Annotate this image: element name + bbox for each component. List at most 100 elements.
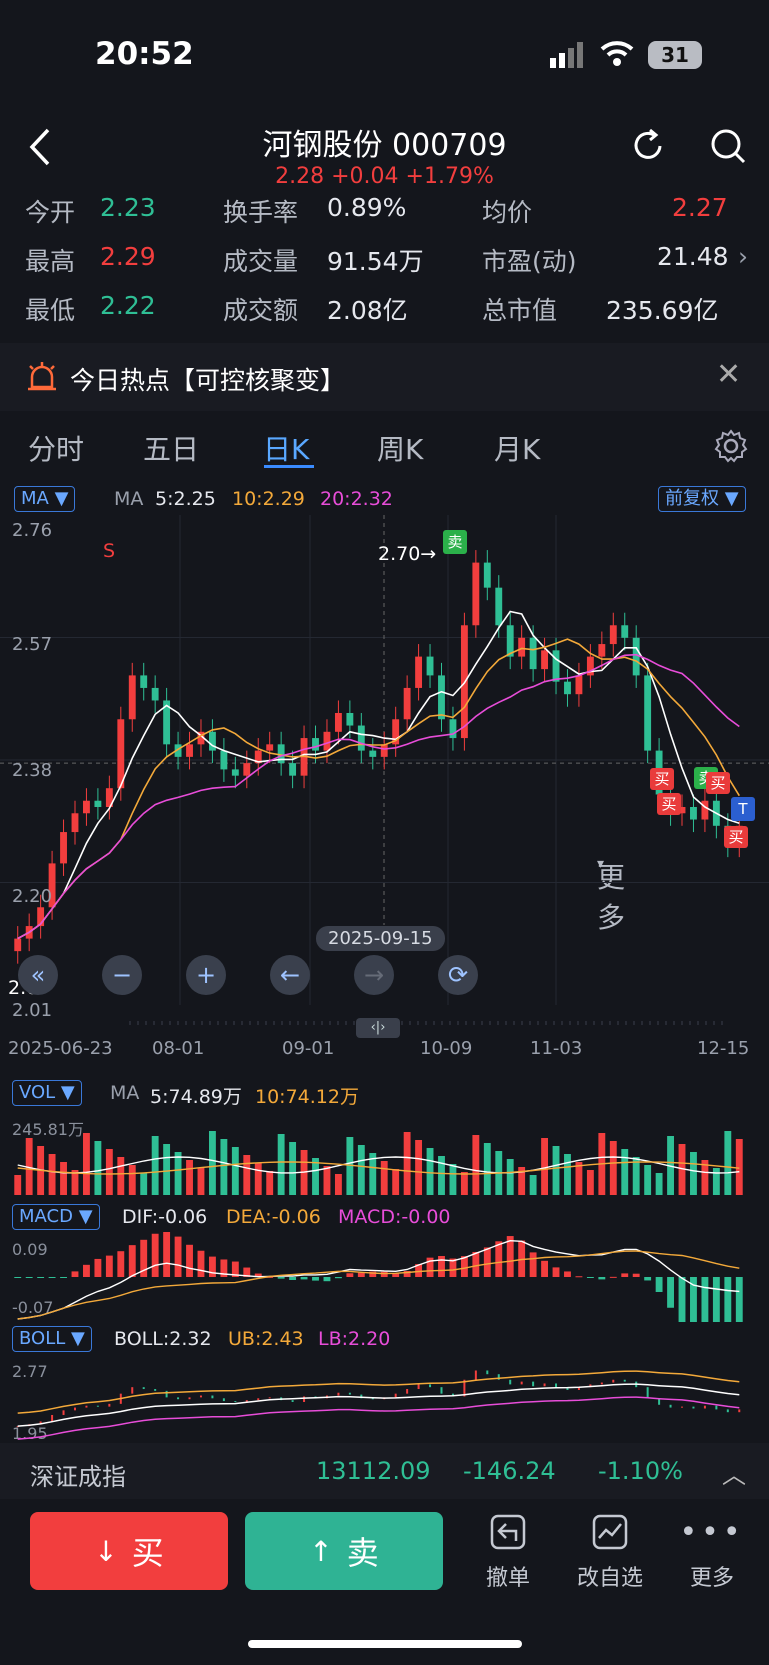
boll-candle	[131, 1387, 134, 1394]
volume-bar	[208, 1131, 216, 1195]
boll-candle	[669, 1404, 672, 1408]
candlestick-chart[interactable]	[0, 515, 769, 1025]
volume-bar	[609, 1141, 617, 1195]
macd-bar	[506, 1236, 514, 1277]
candle	[357, 725, 365, 751]
arrow-left-icon[interactable]: ←	[270, 955, 310, 995]
boll-indicator-button[interactable]: BOLL ▼	[12, 1326, 92, 1352]
tab-daily-k[interactable]: 日K	[263, 433, 310, 466]
boll-lb: LB:2.20	[318, 1328, 391, 1350]
dif-line	[17, 1239, 740, 1320]
macd-bar	[14, 1277, 22, 1278]
candle	[701, 800, 709, 820]
volume-bar	[392, 1169, 400, 1195]
boll-candle	[623, 1379, 626, 1382]
rotate-icon[interactable]: ⟳	[438, 955, 478, 995]
macd-bar	[678, 1277, 686, 1322]
boll-candle	[303, 1396, 306, 1402]
low-label: 最低	[25, 296, 76, 325]
adjust-label: 前复权	[665, 488, 719, 509]
macd-bar	[724, 1277, 732, 1322]
boll-candle	[177, 1397, 180, 1400]
sell-button[interactable]: ↑ 卖	[245, 1512, 443, 1590]
candle	[483, 562, 491, 588]
candle	[220, 750, 228, 770]
adjust-button[interactable]: 前复权 ▼	[658, 486, 746, 512]
macd-bar	[598, 1277, 606, 1280]
macd-bar	[712, 1277, 720, 1322]
macd-bar	[300, 1277, 308, 1280]
macd-indicator-button[interactable]: MACD ▼	[12, 1204, 100, 1230]
volume-bar	[105, 1149, 113, 1195]
gear-icon[interactable]	[713, 428, 749, 464]
refresh-icon[interactable]	[628, 126, 668, 166]
boll-candle	[62, 1410, 65, 1415]
macd-bar	[323, 1277, 331, 1282]
macd-dif: DIF:-0.06	[122, 1206, 208, 1228]
cancel-order-button[interactable]: 撤单	[468, 1510, 548, 1592]
candle	[415, 656, 423, 688]
hot-topic-banner[interactable]: 今日热点【可控核聚变】 ✕	[0, 343, 769, 411]
boll-candle	[257, 1398, 260, 1401]
candle	[277, 744, 285, 764]
macd-bar	[83, 1264, 90, 1277]
x-tick-3: 10-09	[420, 1038, 473, 1059]
volume-bar	[564, 1154, 571, 1195]
macd-bar	[186, 1244, 193, 1277]
macd-bar	[25, 1277, 33, 1278]
x-tick-1: 08-01	[152, 1038, 205, 1059]
search-icon[interactable]	[708, 126, 748, 166]
candle	[323, 731, 331, 751]
zoom-out-icon[interactable]: −	[102, 955, 142, 995]
candle	[312, 738, 319, 751]
macd-bar	[472, 1251, 480, 1277]
macd-bar	[220, 1259, 228, 1277]
volume-bar	[380, 1161, 388, 1195]
macd-bar	[667, 1277, 674, 1308]
edit-watchlist-button[interactable]: 改自选	[570, 1510, 650, 1592]
candle	[529, 637, 537, 670]
volume-bar	[735, 1139, 743, 1195]
candle	[564, 681, 571, 695]
index-bar[interactable]: 深证成指 13112.09 -146.24 -1.10% ︿	[0, 1443, 769, 1499]
chevron-right-icon[interactable]: ›	[738, 242, 748, 271]
macd-bar	[609, 1276, 617, 1278]
tab-monthly-k[interactable]: 月K	[494, 433, 541, 466]
boll-candle	[222, 1398, 225, 1402]
rewind-icon[interactable]: «	[18, 955, 58, 995]
back-icon[interactable]	[20, 122, 60, 172]
boll-candle	[543, 1383, 546, 1387]
t-signal: T	[731, 797, 755, 821]
quote-row-2[interactable]: 最高 2.29 成交量 91.54万 市盈(动) 21.48 ›	[0, 242, 769, 290]
macd-bar	[312, 1277, 319, 1281]
vol-indicator-button[interactable]: VOL ▼	[12, 1080, 82, 1106]
boll-candle	[566, 1388, 569, 1390]
close-icon[interactable]: ✕	[716, 357, 742, 392]
tab-weekly-k[interactable]: 周K	[377, 433, 424, 466]
buy-button[interactable]: ↓ 买	[30, 1512, 228, 1590]
vol-ma5-line	[17, 1156, 740, 1174]
zoom-in-icon[interactable]: +	[186, 955, 226, 995]
ma-indicator-button[interactable]: MA ▼	[14, 486, 76, 512]
chevron-up-icon[interactable]: ︿	[722, 1461, 746, 1489]
more-button[interactable]: ••• 更多	[672, 1510, 752, 1592]
arrow-right-icon[interactable]: →	[354, 955, 394, 995]
tab-minute[interactable]: 分时	[28, 433, 85, 466]
scroll-handle[interactable]: ‹|›	[356, 1018, 400, 1038]
volume-bar	[415, 1140, 423, 1195]
boll-candle	[417, 1384, 420, 1390]
boll-candle	[394, 1393, 397, 1398]
candle	[438, 675, 445, 720]
tab-five-day[interactable]: 五日	[143, 433, 200, 466]
volume-bar	[369, 1153, 377, 1195]
macd-bar	[334, 1277, 342, 1279]
cancel-order-label: 撤单	[485, 1566, 530, 1591]
mcap-value: 235.69亿	[606, 296, 719, 325]
boll-ub-line	[17, 1370, 740, 1414]
candle	[632, 637, 640, 676]
boll-candle	[509, 1379, 512, 1385]
boll-candle	[429, 1384, 432, 1388]
candle	[197, 731, 205, 745]
volume-bar	[128, 1165, 136, 1195]
macd-bar	[254, 1273, 262, 1277]
